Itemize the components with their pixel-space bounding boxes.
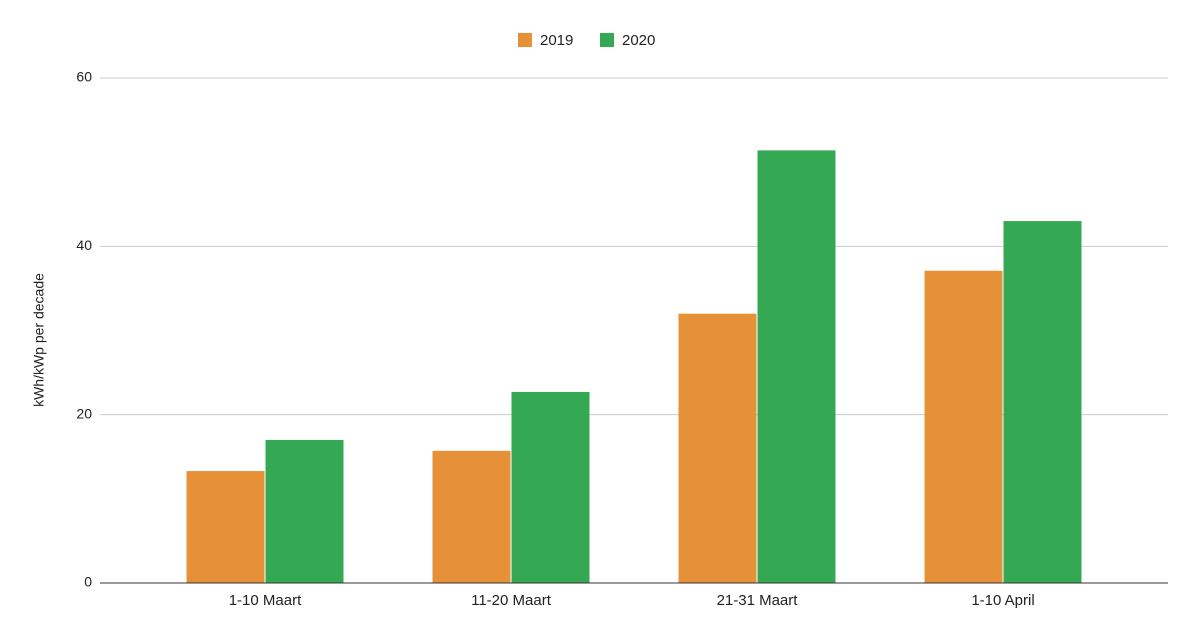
x-tick-label: 11-20 Maart	[471, 592, 552, 609]
bar	[1003, 221, 1082, 584]
y-axis-label: kWh/kWp per decade	[31, 273, 47, 407]
bar	[511, 391, 590, 583]
y-tick-label: 0	[84, 574, 92, 590]
x-tick-label: 1-10 Maart	[229, 592, 302, 609]
legend-swatch	[600, 33, 614, 47]
y-tick-label: 40	[76, 237, 92, 253]
x-tick-label: 1-10 April	[971, 592, 1034, 609]
bar	[432, 450, 511, 583]
bar	[186, 471, 265, 583]
bar	[265, 439, 344, 583]
bar	[678, 313, 757, 583]
y-tick-label: 60	[76, 69, 92, 85]
y-tick-label: 20	[76, 405, 92, 421]
legend-label: 2020	[622, 32, 655, 49]
x-tick-label: 21-31 Maart	[717, 592, 799, 609]
bar	[757, 150, 836, 583]
legend-label: 2019	[540, 32, 573, 49]
legend-swatch	[518, 33, 532, 47]
bar	[924, 270, 1003, 583]
